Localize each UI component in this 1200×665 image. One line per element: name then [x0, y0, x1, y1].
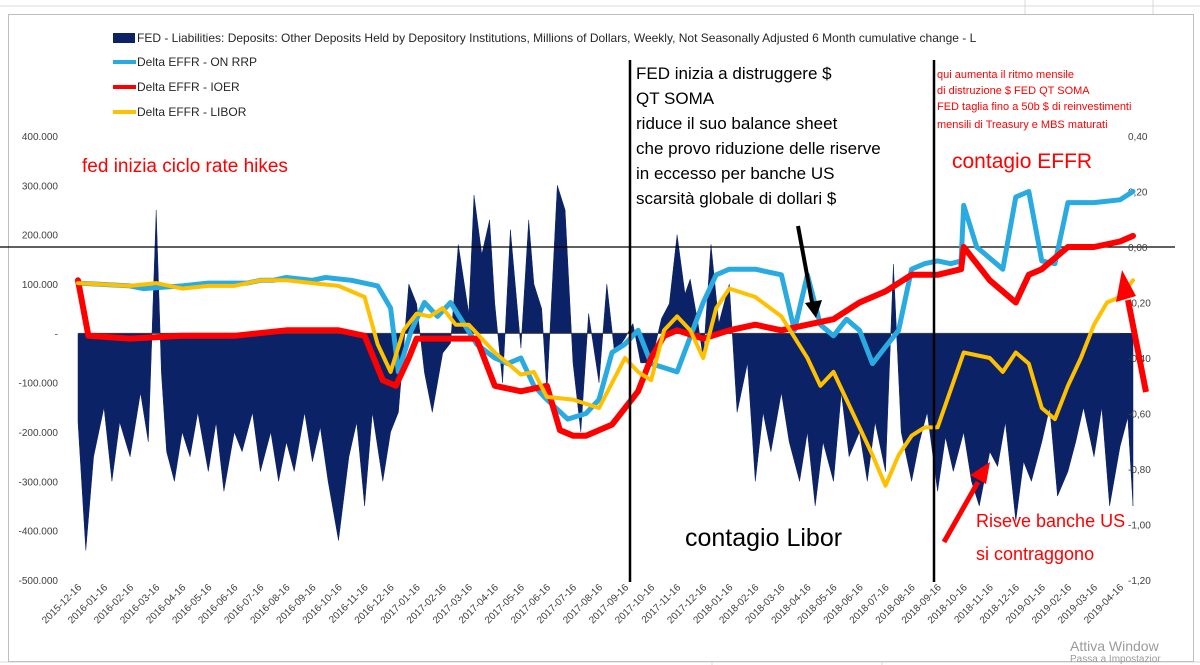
ioer-line	[75, 232, 1136, 439]
annotation-ritmo-block: qui aumenta il ritmo mensile di distruzi…	[937, 69, 1131, 131]
y-left-tick-label: -400.000	[19, 527, 59, 538]
y-right-tick-label: -0,60	[1128, 410, 1151, 421]
y-left-tick-label: -200.000	[19, 428, 59, 439]
watermark-line-2: Passa a Impostazior	[1070, 654, 1161, 665]
y-right-tick-label: -0,80	[1128, 465, 1151, 476]
y-left-tick-label: 100.000	[22, 280, 59, 291]
y-left-tick-label: -100.000	[19, 379, 59, 390]
annotation-qt-line-5: in eccesso per banche US	[636, 164, 834, 183]
annotation-qt-line-1: FED inizia a distruggere $	[636, 64, 832, 83]
y-left-tick-label: 400.000	[22, 132, 59, 143]
on-rrp-line	[75, 189, 1136, 422]
annotation-ritmo-line-1: qui aumenta il ritmo mensile	[937, 69, 1074, 81]
annotation-riserve-block: Riseve banche US si contraggono	[976, 511, 1125, 564]
annotation-qt-line-4: che provo riduzione delle riserve	[636, 139, 881, 158]
y-left-tick-label: 200.000	[22, 231, 59, 242]
watermark-line-1: Attiva Window	[1070, 638, 1159, 654]
legend-label-ioer: Delta EFFR - IOER	[137, 80, 240, 94]
annotation-contagio-effr: contagio EFFR	[952, 150, 1092, 173]
legend-label-libor: Delta EFFR - LIBOR	[137, 105, 247, 119]
y-left-tick-label: -500.000	[19, 576, 59, 587]
red-arrow-diagonal-icon	[941, 462, 990, 544]
annotation-riserve-line-1: Riseve banche US	[976, 511, 1125, 531]
annotation-ritmo-line-4: mensili di Treasury e MBS maturati	[937, 119, 1108, 131]
annotation-ritmo-line-3: FED taglia fino a 50b $ di reinvestiment…	[937, 101, 1131, 113]
y-left-tick-label: -	[55, 329, 58, 340]
legend: FED - Liabilities: Deposits: Other Depos…	[113, 31, 977, 119]
annotation-contagio-libor: contagio Libor	[685, 524, 842, 552]
windows-activation-watermark: Attiva Window Passa a Impostazior	[1070, 638, 1200, 665]
annotation-qt-line-2: QT SOMA	[636, 89, 715, 108]
annotation-qt-block: FED inizia a distruggere $ QT SOMA riduc…	[636, 64, 881, 208]
annotation-ritmo-line-2: di distruzione $ FED QT SOMA	[937, 85, 1090, 97]
red-arrow-up-icon	[1116, 270, 1149, 393]
libor-line	[76, 278, 1135, 488]
y-right-tick-label: -1,00	[1128, 521, 1151, 532]
y-right-tick-label: -0,20	[1128, 299, 1151, 310]
y-right-tick-label: -1,20	[1128, 576, 1151, 587]
annotation-qt-line-3: riduce il suo balance sheet	[636, 114, 838, 133]
black-arrow-icon	[796, 225, 822, 318]
annotation-fed-hikes: fed inizia ciclo rate hikes	[82, 156, 288, 177]
legend-label-on-rrp: Delta EFFR - ON RRP	[137, 55, 257, 69]
event-markers	[628, 60, 936, 582]
y-right-tick-label: 0,40	[1128, 132, 1148, 143]
y-right-tick-label: 0,20	[1128, 188, 1148, 199]
annotation-riserve-line-2: si contraggono	[976, 544, 1094, 564]
y-left-tick-label: 300.000	[22, 181, 59, 192]
legend-swatch-deposits	[113, 33, 135, 43]
y-left-tick-label: -300.000	[19, 477, 59, 488]
series-lines-layer	[75, 189, 1136, 488]
annotation-qt-line-6: scarsità globale di dollari $	[636, 189, 837, 208]
y-right-tick-label: 0,00	[1128, 243, 1148, 254]
legend-label-deposits: FED - Liabilities: Deposits: Other Depos…	[137, 31, 977, 45]
